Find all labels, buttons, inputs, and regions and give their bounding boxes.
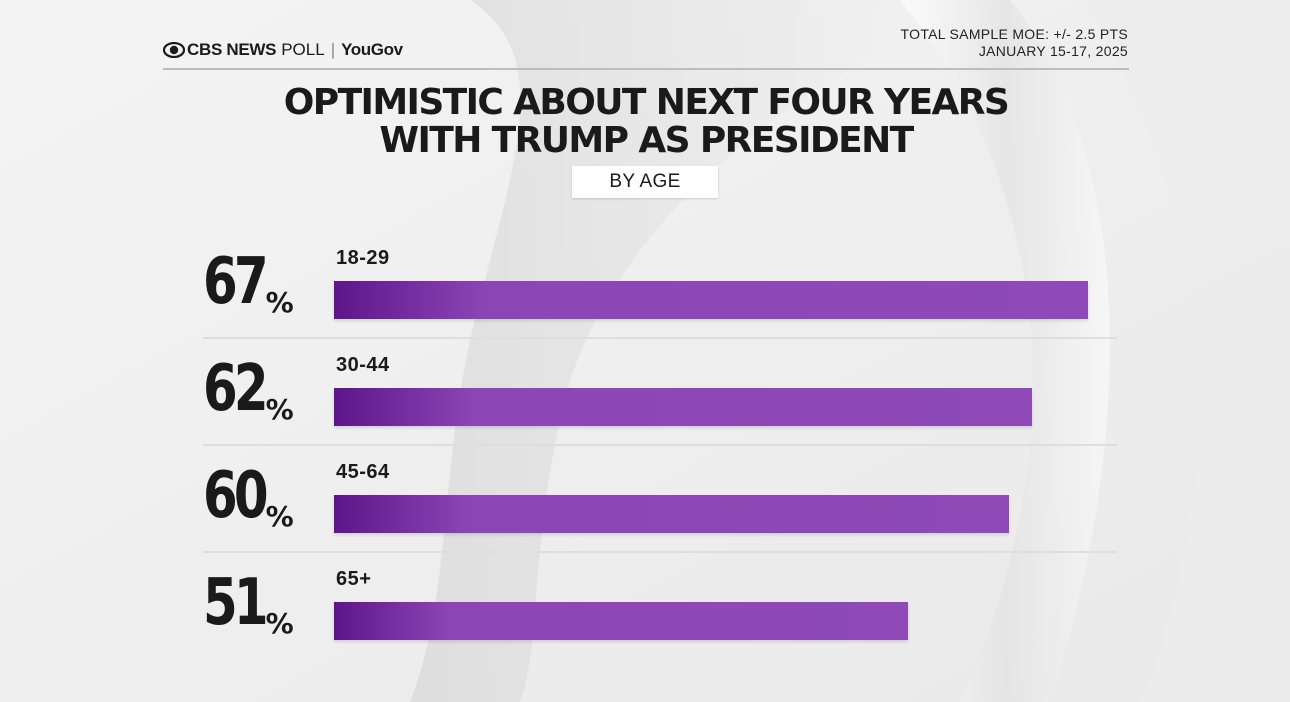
- row-divider: [203, 444, 1117, 446]
- brand-name: CBS NEWS: [187, 40, 277, 59]
- poll-label: POLL: [281, 40, 325, 59]
- value-number: 67: [203, 245, 269, 319]
- moe-text: TOTAL SAMPLE MOE: +/- 2.5 PTS: [900, 26, 1128, 42]
- bar: [334, 281, 1088, 319]
- value-number: 60: [203, 459, 269, 533]
- value-number: 62: [203, 352, 269, 426]
- cbs-eye-icon: [163, 42, 185, 58]
- header-rule: [163, 68, 1129, 70]
- value-label: 67%: [203, 245, 328, 323]
- category-label: 45-64: [336, 461, 390, 483]
- bar: [334, 602, 908, 640]
- chart-title: OPTIMISTIC ABOUT NEXT FOUR YEARS WITH TR…: [163, 84, 1129, 160]
- bar: [334, 495, 1009, 533]
- partner-name: YouGov: [341, 40, 403, 59]
- percent-sign: %: [265, 500, 294, 533]
- brand-logo: CBS NEWS POLL | YouGov: [163, 38, 403, 62]
- category-label: 30-44: [336, 354, 390, 376]
- sample-info: TOTAL SAMPLE MOE: +/- 2.5 PTS JANUARY 15…: [901, 26, 1128, 60]
- chart-title-line-2: WITH TRUMP AS PRESIDENT: [379, 120, 914, 161]
- chart-subtitle: BY AGE: [572, 166, 718, 198]
- value-label: 62%: [203, 352, 328, 430]
- brand-separator: |: [330, 40, 336, 59]
- percent-sign: %: [265, 607, 294, 640]
- value-label: 51%: [203, 566, 328, 644]
- chart-title-line-1: OPTIMISTIC ABOUT NEXT FOUR YEARS: [283, 82, 1010, 123]
- row-divider: [203, 337, 1117, 339]
- category-label: 18-29: [336, 247, 390, 269]
- value-number: 51: [203, 566, 269, 640]
- percent-sign: %: [265, 286, 294, 319]
- percent-sign: %: [265, 393, 294, 426]
- row-divider: [203, 551, 1117, 553]
- category-label: 65+: [336, 568, 372, 590]
- poll-dates: JANUARY 15-17, 2025: [978, 43, 1128, 59]
- value-label: 60%: [203, 459, 328, 537]
- bar: [334, 388, 1032, 426]
